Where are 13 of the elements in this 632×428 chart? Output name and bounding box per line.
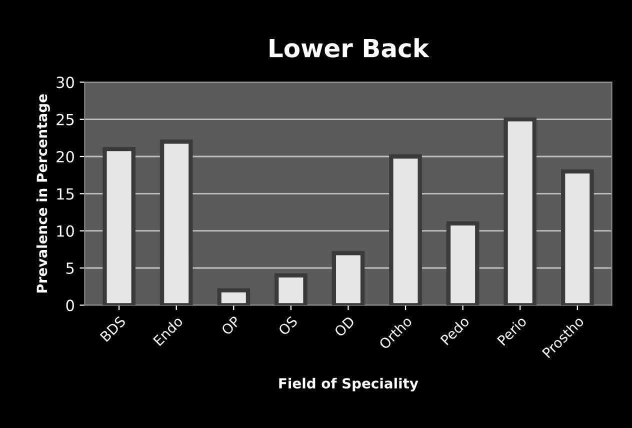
y-tick-label: 15 bbox=[57, 188, 74, 200]
x-axis-title: Field of Speciality bbox=[279, 378, 418, 392]
y-tick-label: 25 bbox=[56, 114, 74, 126]
y-tick-label: 5 bbox=[66, 262, 74, 274]
x-tick-label: OD bbox=[334, 316, 356, 338]
y-tick-label: 0 bbox=[66, 300, 74, 312]
y-tick-label: 30 bbox=[56, 76, 74, 88]
chart-title: Lower Back bbox=[270, 38, 430, 58]
x-tick-label: OS bbox=[278, 316, 298, 336]
y-axis-title: Prevalence in Percentage bbox=[36, 94, 50, 293]
x-tick-label: OP bbox=[220, 315, 241, 336]
y-tick-label: 20 bbox=[56, 150, 74, 163]
y-tick-label: 10 bbox=[57, 225, 74, 237]
